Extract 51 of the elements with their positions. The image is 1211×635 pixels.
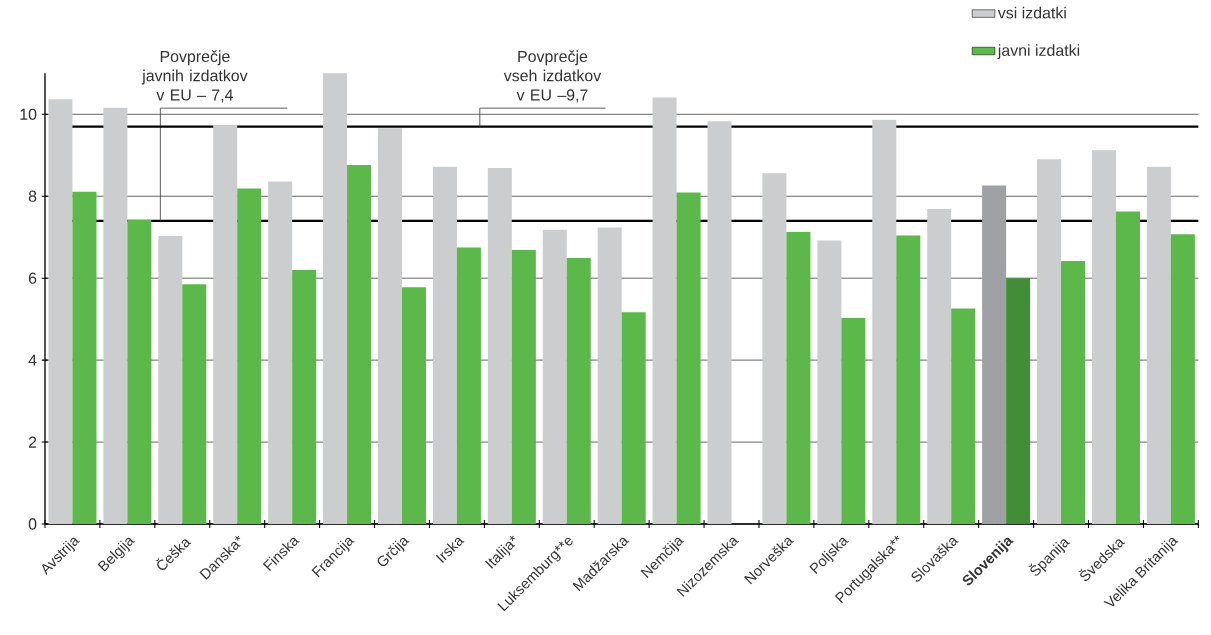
bar [511,249,536,524]
bar [542,229,567,524]
bar [872,119,897,524]
ref-line-label: Povprečje javnih izdatkov v EU – 7,4 [141,50,248,103]
bar [377,128,402,524]
bar [982,185,1007,524]
bar [487,167,512,524]
bar [621,312,646,524]
legend-label: javni izdatki [997,44,1080,60]
bar [1115,211,1140,524]
bar [401,287,426,524]
bar [347,165,372,524]
bar [103,107,128,524]
bar [72,191,97,524]
bar [182,284,207,524]
bar [1037,159,1062,524]
bar [292,269,317,524]
bar [158,235,183,524]
bar [927,208,952,524]
bar [786,231,811,524]
y-tick-label: 8 [28,190,37,202]
y-tick-label: 0 [28,518,37,530]
bar [762,173,787,524]
bar [48,99,73,524]
bar [676,192,701,524]
bar [707,121,732,524]
y-tick-label: 10 [20,108,37,120]
bar [432,166,457,524]
bar [456,247,481,524]
bar [1091,150,1116,524]
y-tick-label: 6 [28,272,37,284]
ref-line-label: Povprečje vseh izdatkov v EU –9,7 [503,50,602,103]
legend-label: vsi izdatki [997,6,1066,19]
bar [268,181,293,524]
bar [237,188,262,524]
bar [1146,166,1171,524]
y-tick-label: 4 [28,354,37,366]
bar [213,124,238,524]
bar [127,220,152,524]
bar [841,317,866,524]
bar [1170,234,1195,524]
y-tick-label: 2 [28,436,37,448]
bar [597,227,622,524]
bar [951,308,976,524]
bar [896,235,921,524]
bar [652,97,677,524]
bar [323,73,348,524]
bar [566,258,591,524]
bar [1061,260,1086,524]
bar [817,240,842,524]
bar [1006,278,1031,524]
